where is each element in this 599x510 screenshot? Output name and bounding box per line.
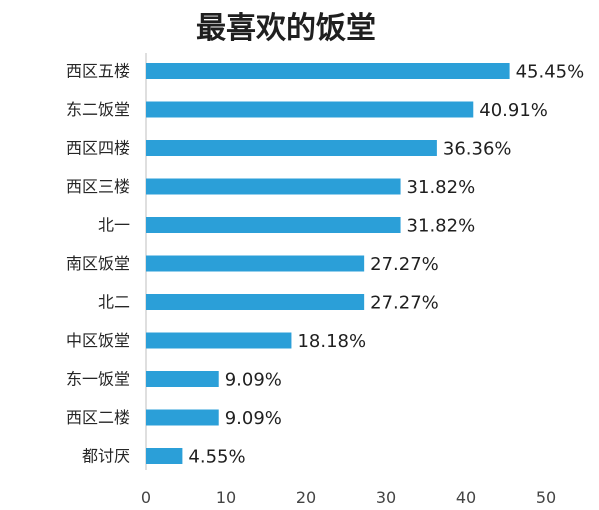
category-label-9: 西区二楼 bbox=[66, 408, 130, 427]
category-label-4: 北一 bbox=[98, 216, 130, 235]
value-labels: 45.45% 40.91% 36.36% 31.82% 31.82% 27.27% 27.2… bbox=[188, 62, 584, 468]
x-axis-tick-labels: 0 10 20 30 40 50 bbox=[141, 488, 556, 507]
category-label-8: 东一饭堂 bbox=[66, 370, 130, 389]
value-label-0: 45.45% bbox=[516, 62, 585, 83]
value-label-10: 4.55% bbox=[188, 447, 245, 468]
chart-title: 最喜欢的饭堂 bbox=[196, 11, 376, 46]
category-label-5: 南区饭堂 bbox=[66, 254, 130, 273]
bar-2 bbox=[146, 140, 437, 156]
bar-6 bbox=[146, 294, 365, 310]
bar-10 bbox=[146, 448, 183, 464]
category-label-2: 西区四楼 bbox=[66, 139, 130, 158]
x-tick-label-5: 50 bbox=[536, 488, 556, 507]
value-label-6: 27.27% bbox=[370, 293, 439, 314]
value-label-3: 31.82% bbox=[407, 177, 476, 198]
bars-layer bbox=[146, 63, 510, 464]
category-label-0: 西区五楼 bbox=[66, 62, 130, 81]
x-tick-label-4: 40 bbox=[456, 488, 476, 507]
category-label-1: 东二饭堂 bbox=[66, 100, 130, 119]
bar-0 bbox=[146, 63, 510, 79]
bar-3 bbox=[146, 178, 401, 195]
category-label-7: 中区饭堂 bbox=[66, 331, 130, 350]
bar-9 bbox=[146, 409, 219, 426]
category-label-10: 都讨厌 bbox=[82, 447, 130, 466]
value-label-8: 9.09% bbox=[225, 370, 282, 391]
bar-8 bbox=[146, 371, 219, 387]
value-label-7: 18.18% bbox=[297, 331, 366, 352]
value-label-9: 9.09% bbox=[225, 408, 282, 429]
value-label-2: 36.36% bbox=[443, 139, 512, 160]
bar-4 bbox=[146, 217, 401, 233]
x-tick-label-2: 20 bbox=[296, 488, 316, 507]
x-tick-label-0: 0 bbox=[141, 488, 151, 507]
category-label-3: 西区三楼 bbox=[66, 177, 130, 196]
bar-5 bbox=[146, 255, 365, 272]
x-tick-label-1: 10 bbox=[216, 488, 236, 507]
bar-1 bbox=[146, 101, 474, 118]
bar-7 bbox=[146, 332, 292, 349]
value-label-1: 40.91% bbox=[479, 100, 548, 121]
value-label-5: 27.27% bbox=[370, 254, 439, 275]
value-label-4: 31.82% bbox=[407, 216, 476, 237]
x-tick-label-3: 30 bbox=[376, 488, 396, 507]
category-label-6: 北二 bbox=[98, 293, 130, 312]
